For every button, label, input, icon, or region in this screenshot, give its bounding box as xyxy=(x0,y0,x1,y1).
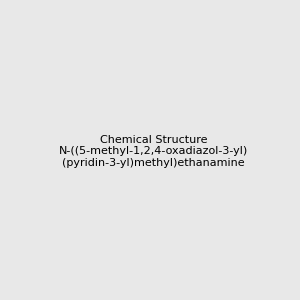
Text: Chemical Structure
N-((5-methyl-1,2,4-oxadiazol-3-yl)
(pyridin-3-yl)methyl)ethan: Chemical Structure N-((5-methyl-1,2,4-ox… xyxy=(59,135,248,168)
